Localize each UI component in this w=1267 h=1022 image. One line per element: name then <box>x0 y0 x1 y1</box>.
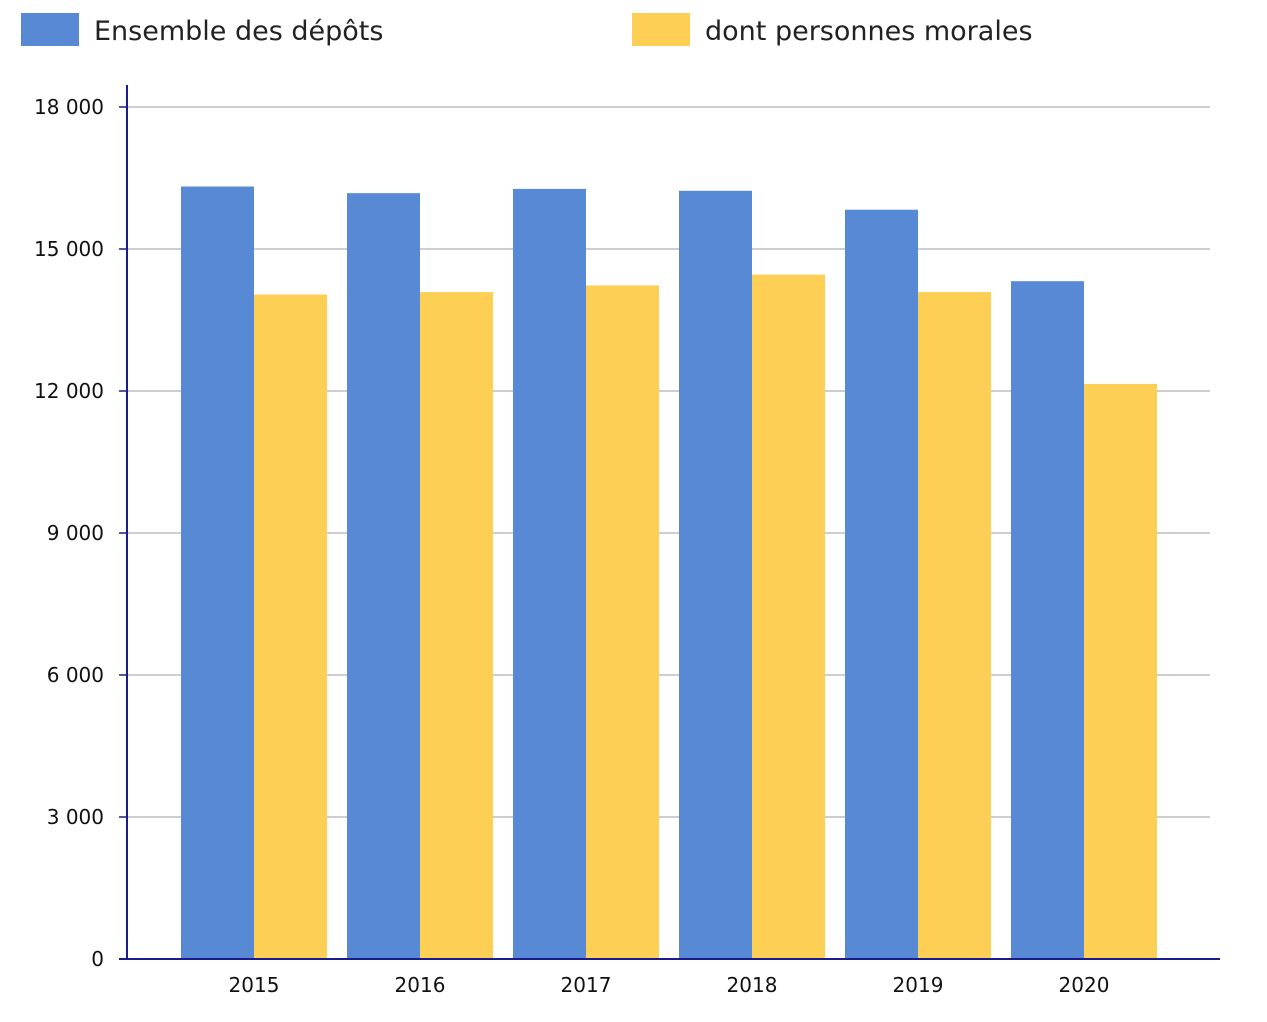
x-tick-label: 2020 <box>1059 973 1110 997</box>
bar-ensemble-2018 <box>679 190 752 959</box>
bar-ensemble-2016 <box>347 193 420 959</box>
y-tick-label: 6 000 <box>47 663 104 687</box>
y-tick-label: 0 <box>91 947 104 971</box>
bars <box>181 186 1157 960</box>
y-tick-label: 12 000 <box>34 379 104 403</box>
bar-personnes-morales-2016 <box>420 292 493 959</box>
bar-personnes-morales-2019 <box>918 292 991 959</box>
bar-personnes-morales-2015 <box>254 294 327 959</box>
y-tick-label: 15 000 <box>34 237 104 261</box>
bar-personnes-morales-2020 <box>1084 383 1157 959</box>
x-tick-label: 2016 <box>395 973 446 997</box>
y-tick-label: 3 000 <box>47 805 104 829</box>
x-tick-label: 2017 <box>561 973 612 997</box>
x-tick-label: 2019 <box>893 973 944 997</box>
axes <box>119 85 1220 960</box>
legend-swatch-ensemble <box>21 13 79 46</box>
x-tick-label: 2018 <box>727 973 778 997</box>
bar-ensemble-2015 <box>181 186 254 959</box>
bar-ensemble-2019 <box>845 209 918 960</box>
legend-label-ensemble: Ensemble des dépôts <box>94 16 384 47</box>
bar-ensemble-2017 <box>513 188 586 960</box>
bar-personnes-morales-2018 <box>752 274 825 959</box>
bar-ensemble-2020 <box>1011 281 1084 960</box>
y-tick-label: 18 000 <box>34 95 104 119</box>
tick-labels: 0 3 000 6 000 9 000 12 000 15 000 18 000 2015 20… <box>34 95 1109 997</box>
y-tick-label: 9 000 <box>47 521 104 545</box>
bar-personnes-morales-2017 <box>586 285 659 959</box>
legend-label-personnes-morales: dont personnes morales <box>705 16 1033 47</box>
x-tick-label: 2015 <box>229 973 280 997</box>
legend-swatch-personnes-morales <box>632 13 690 46</box>
